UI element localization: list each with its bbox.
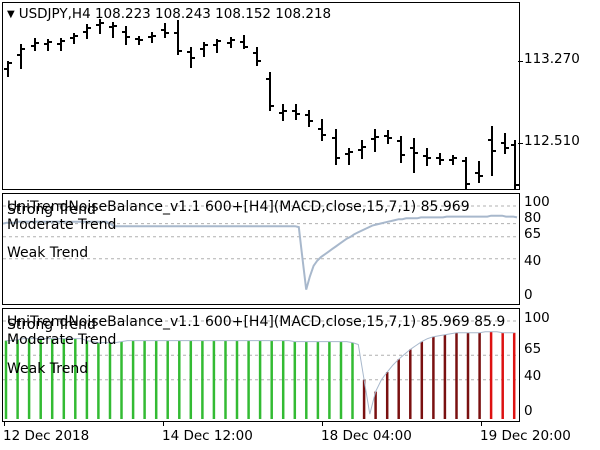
- ohlc-bar: [318, 119, 326, 141]
- ohlc-bar: [345, 148, 353, 165]
- indicator-histogram-title: UniTrendNoiseBalance_v1.1 600+[H4](MACD,…: [7, 314, 506, 330]
- ohlc-bar: [397, 136, 405, 163]
- ohlc-bar: [17, 44, 25, 69]
- ohlc-bar: [135, 36, 143, 45]
- ohlc-bar: [57, 38, 65, 51]
- ohlc-bar: [240, 35, 248, 49]
- triangle-down-icon[interactable]: ▼: [7, 9, 15, 20]
- ohlc-bar: [488, 126, 496, 176]
- time-tick: [163, 421, 164, 426]
- histogram-envelope: [6, 331, 515, 415]
- indicator-line-plot: [3, 205, 519, 290]
- time-tick: [4, 421, 5, 426]
- ohlc-bar: [96, 19, 104, 34]
- price-tick: [518, 143, 523, 144]
- weak-trend-label: Weak Trend: [7, 361, 89, 377]
- time-tick: [481, 421, 482, 426]
- ohlc-bar: [462, 157, 470, 189]
- price-bars: [4, 19, 519, 189]
- ohlc-bar: [436, 153, 444, 165]
- ohlc-bar: [83, 24, 91, 39]
- ohlc-bar: [31, 38, 39, 51]
- ind1-scale-0: 0: [524, 287, 533, 303]
- strong-trend-label: Strong Trend: [7, 202, 96, 218]
- ohlc-bar: [44, 39, 52, 51]
- ohlc-bar: [122, 26, 130, 45]
- ohlc-bar: [371, 129, 379, 152]
- ohlc-bar: [501, 133, 509, 154]
- ohlc-bar: [305, 110, 313, 127]
- ohlc-bar: [384, 130, 392, 144]
- ohlc-bar: [511, 140, 519, 189]
- ohlc-bar: [475, 161, 483, 183]
- strong-trend-label: Strong Trend: [7, 317, 96, 333]
- price-chart-panel[interactable]: ▼ USDJPY,H4 108.223 108.243 108.152 108.2…: [2, 2, 520, 190]
- ind2-scale-65: 65: [524, 341, 542, 357]
- indicator-histogram-panel[interactable]: Strong Trend UniTrendNoiseBalance_v1.1 6…: [2, 308, 520, 422]
- time-label-4: 19 Dec 20:00: [480, 428, 571, 444]
- indicator-histogram-plot: [3, 320, 519, 419]
- price-label-lower: 112.510: [524, 133, 580, 149]
- ohlc-bar: [174, 20, 182, 55]
- ohlc-bar: [200, 42, 208, 57]
- ind1-scale-65: 65: [524, 226, 542, 242]
- ind1-scale-100: 100: [524, 194, 550, 210]
- weak-trend-label: Weak Trend: [7, 245, 89, 261]
- symbol-quote-text: USDJPY,H4 108.223 108.243 108.152 108.21…: [18, 6, 332, 22]
- ind2-scale-100: 100: [524, 310, 550, 326]
- ohlc-bar: [332, 129, 340, 165]
- ohlc-bar: [161, 23, 169, 38]
- moderate-trend-label: Moderate Trend: [7, 217, 117, 233]
- ohlc-bar: [449, 155, 457, 165]
- price-chart-title: ▼ USDJPY,H4 108.223 108.243 108.152 108.2…: [7, 6, 331, 22]
- ohlc-bar: [109, 22, 117, 38]
- ohlc-bar: [70, 33, 78, 44]
- ohlc-bar: [227, 37, 235, 48]
- time-label-1: 12 Dec 2018: [3, 428, 90, 444]
- ohlc-bar: [279, 104, 287, 121]
- ind1-scale-80: 80: [524, 210, 542, 226]
- price-label-upper: 113.270: [524, 51, 580, 67]
- moderate-trend-label: Moderate Trend: [7, 332, 117, 348]
- ohlc-bar: [410, 138, 418, 173]
- ind1-scale-40: 40: [524, 253, 542, 269]
- time-label-3: 18 Dec 04:00: [321, 428, 412, 444]
- ohlc-bar: [358, 140, 366, 159]
- ohlc-bar: [292, 104, 300, 120]
- ohlc-bar: [423, 148, 431, 166]
- time-tick: [322, 421, 323, 426]
- ohlc-bar: [148, 32, 156, 43]
- time-label-2: 14 Dec 12:00: [162, 428, 253, 444]
- ohlc-bar: [213, 39, 221, 53]
- ohlc-bar: [4, 61, 12, 77]
- ind2-scale-0: 0: [524, 403, 533, 419]
- indicator-line-title: UniTrendNoiseBalance_v1.1 600+[H4](MACD,…: [7, 199, 470, 215]
- price-tick: [518, 61, 523, 62]
- indicator-line: [3, 214, 518, 290]
- indicator-line-panel[interactable]: Strong Trend UniTrendNoiseBalance_v1.1 6…: [2, 193, 520, 305]
- ohlc-bar: [187, 47, 195, 68]
- ohlc-bar: [266, 72, 274, 111]
- ohlc-bar: [253, 47, 261, 66]
- ind2-scale-40: 40: [524, 368, 542, 384]
